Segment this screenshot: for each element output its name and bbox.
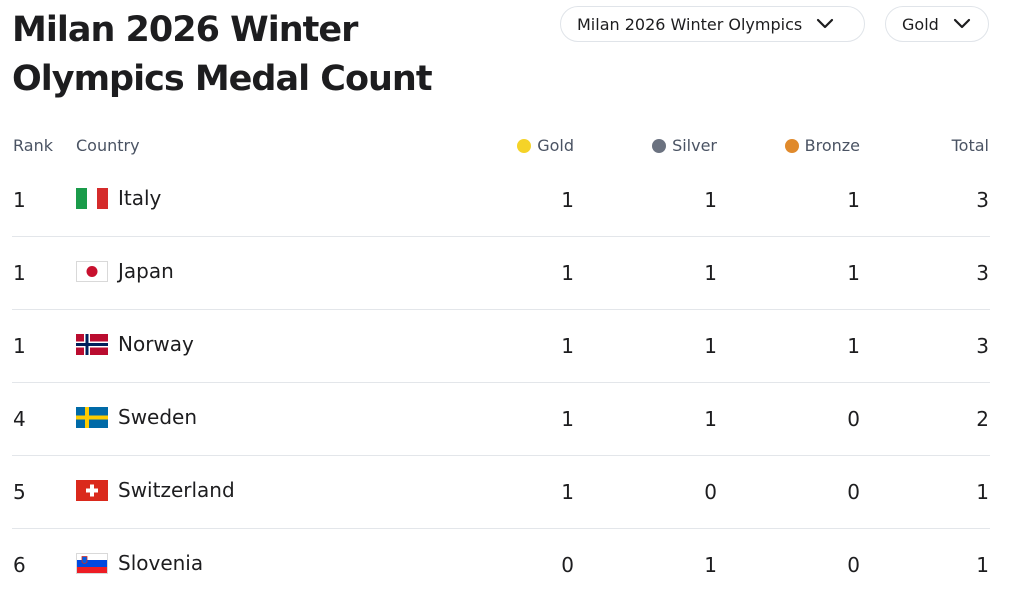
page-title-line-2: Olympics Medal Count	[12, 59, 433, 99]
event-dropdown[interactable]: Milan 2026 Winter Olympics	[560, 6, 865, 42]
silver-header-label: Silver	[672, 136, 717, 155]
table-row[interactable]: 1 Norway 1 1 1 3	[12, 310, 990, 383]
sort-dropdown-label: Gold	[902, 14, 939, 34]
silver-count: 1	[704, 188, 717, 212]
country-cell[interactable]: Slovenia	[76, 551, 203, 575]
rank-cell: 6	[13, 553, 26, 577]
bronze-header-label: Bronze	[804, 136, 860, 155]
table-row[interactable]: 1 Japan 1 1 1 3	[12, 237, 990, 310]
rank-header[interactable]: Rank	[13, 136, 53, 155]
norway-flag-icon	[76, 333, 108, 355]
country-name: Japan	[118, 259, 174, 283]
gold-count: 1	[561, 261, 574, 285]
event-dropdown-label: Milan 2026 Winter Olympics	[577, 14, 803, 34]
gold-count: 1	[561, 407, 574, 431]
total-count: 2	[976, 407, 989, 431]
silver-count: 1	[704, 334, 717, 358]
rank-cell: 1	[13, 261, 26, 285]
total-count: 1	[976, 480, 989, 504]
switzerland-flag-icon	[76, 479, 108, 501]
japan-flag-icon	[76, 260, 108, 282]
gold-count: 1	[561, 334, 574, 358]
country-cell[interactable]: Japan	[76, 259, 174, 283]
chevron-down-icon	[817, 18, 834, 29]
country-name: Sweden	[118, 405, 198, 429]
rank-cell: 1	[13, 188, 26, 212]
bronze-count: 0	[847, 553, 860, 577]
bronze-header[interactable]: Bronze	[784, 136, 860, 155]
country-cell[interactable]: Switzerland	[76, 478, 235, 502]
country-cell[interactable]: Sweden	[76, 405, 197, 429]
gold-header-label: Gold	[537, 136, 574, 155]
table-row[interactable]: 4 Sweden 1 1 0 2	[12, 383, 990, 456]
total-count: 1	[976, 553, 989, 577]
silver-count: 1	[704, 553, 717, 577]
sort-dropdown[interactable]: Gold	[885, 6, 989, 42]
table-row[interactable]: 6 Slovenia 0 1 0 1	[12, 529, 990, 601]
gold-count: 1	[561, 480, 574, 504]
country-name: Slovenia	[118, 551, 204, 575]
rank-cell: 5	[13, 480, 26, 504]
slovenia-flag-icon	[76, 552, 108, 574]
country-name: Switzerland	[118, 478, 235, 502]
page-title-line-1: Milan 2026 Winter	[12, 10, 358, 50]
gold-count: 0	[561, 553, 574, 577]
bronze-count: 1	[847, 261, 860, 285]
gold-count: 1	[561, 188, 574, 212]
table-row[interactable]: 1 Italy 1 1 1 3	[12, 164, 990, 237]
silver-count: 1	[704, 261, 717, 285]
page-title: Milan 2026 Winter Olympics Medal Count	[12, 6, 482, 104]
rank-cell: 1	[13, 334, 26, 358]
sweden-flag-icon	[76, 406, 108, 428]
rank-cell: 4	[13, 407, 26, 431]
table-header: Rank Country Gold Silver Bronze Total	[12, 132, 990, 160]
chevron-down-icon	[953, 18, 970, 29]
silver-count: 1	[704, 407, 717, 431]
table-row[interactable]: 5 Switzerland 1 0 0 1	[12, 456, 990, 529]
bronze-count: 1	[847, 188, 860, 212]
silver-dot-icon	[652, 138, 667, 153]
country-cell[interactable]: Norway	[76, 332, 194, 356]
total-count: 3	[976, 334, 989, 358]
country-cell[interactable]: Italy	[76, 186, 161, 210]
country-header[interactable]: Country	[76, 136, 140, 155]
gold-dot-icon	[517, 138, 532, 153]
bronze-count: 0	[847, 480, 860, 504]
silver-header[interactable]: Silver	[652, 136, 717, 155]
country-name: Norway	[118, 332, 194, 356]
country-name: Italy	[118, 186, 162, 210]
gold-header[interactable]: Gold	[517, 136, 574, 155]
medal-table-body: 1 Italy 1 1 1 3 1 Japan 1 1 1 3 1 Norway…	[12, 164, 990, 601]
italy-flag-icon	[76, 187, 108, 209]
total-count: 3	[976, 188, 989, 212]
total-header[interactable]: Total	[951, 136, 989, 155]
total-count: 3	[976, 261, 989, 285]
bronze-count: 1	[847, 334, 860, 358]
bronze-count: 0	[847, 407, 860, 431]
silver-count: 0	[704, 480, 717, 504]
bronze-dot-icon	[784, 138, 799, 153]
